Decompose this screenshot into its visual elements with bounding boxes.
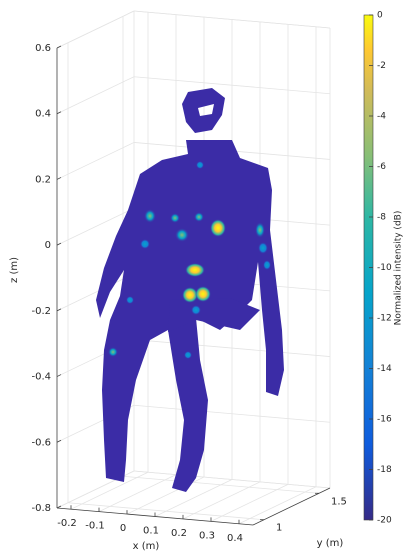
- z-tick: [56, 308, 62, 312]
- colorbar-tick-label: -12: [377, 314, 392, 324]
- z-tick: [56, 111, 62, 115]
- colorbar-tick-label: -8: [377, 213, 386, 223]
- grid-line: [67, 502, 265, 521]
- grid-line: [56, 76, 135, 115]
- z-tick-label: -0.4: [31, 372, 51, 383]
- x-axis-label: x (m): [133, 541, 160, 552]
- colorbar-tick-label: -6: [377, 162, 386, 172]
- z-tick-label: -0.2: [31, 306, 51, 317]
- z-tick: [56, 439, 62, 443]
- colorbar-tick-label: -14: [377, 364, 392, 374]
- grid-line: [70, 471, 149, 510]
- x-axis: [56, 507, 254, 526]
- y-axis-label: y (m): [317, 538, 344, 549]
- colorbar-tick-label: -18: [377, 465, 392, 475]
- grid-line: [210, 483, 289, 522]
- z-tick-label: 0.6: [35, 43, 51, 54]
- z-tick: [56, 242, 62, 246]
- grid-line: [56, 273, 135, 312]
- colorbar-label: Normalized intensity (dB): [394, 211, 404, 326]
- grid-line: [98, 474, 177, 513]
- colorbar-tick-label: -2: [377, 61, 386, 71]
- body-surface: [96, 88, 284, 492]
- x-tick-label: 0: [120, 523, 126, 534]
- colorbar-tick-label: -20: [377, 516, 392, 526]
- z-tick-label: 0: [45, 240, 51, 251]
- z-tick-label: -0.6: [31, 437, 51, 448]
- x-tick-label: 0.4: [227, 533, 243, 544]
- x-tick-label: 0.3: [199, 530, 215, 541]
- axes: -0.8 -0.6 -0.4 -0.2 0 0.2 0.4 0.6 -0.2 -0.1 0 0.1 0.…: [31, 43, 346, 544]
- z-tick-label: -0.8: [31, 503, 51, 514]
- grid-line: [56, 142, 135, 180]
- grid-line: [56, 10, 135, 49]
- x-tick-label: -0.2: [57, 518, 77, 529]
- grid-line: [154, 479, 233, 517]
- x-tick-label: -0.1: [85, 521, 105, 532]
- colorbar-tick-label: 0: [377, 11, 383, 21]
- colorbar-tick-label: -4: [377, 112, 386, 122]
- z-tick: [56, 374, 62, 377]
- x-tick-label: 0.1: [143, 526, 159, 537]
- colorbar-tick-label: -16: [377, 415, 392, 425]
- z-tick: [56, 177, 62, 180]
- grid-line: [238, 486, 317, 525]
- grid-line: [182, 481, 261, 520]
- y-tick-label: 1: [276, 523, 282, 534]
- z-tick-label: 0.2: [35, 174, 51, 185]
- grid-line: [56, 207, 135, 246]
- x-tick-label: 0.2: [171, 528, 187, 539]
- hotspots: [108, 161, 271, 359]
- z-tick: [56, 45, 62, 49]
- colorbar-tick-label: -10: [377, 263, 392, 273]
- z-tick-label: 0.4: [35, 109, 51, 120]
- y-tick-label: 1.5: [331, 496, 347, 507]
- grid-line: [122, 475, 320, 494]
- y-axis: [252, 487, 331, 526]
- z-axis-label: z (m): [9, 257, 20, 283]
